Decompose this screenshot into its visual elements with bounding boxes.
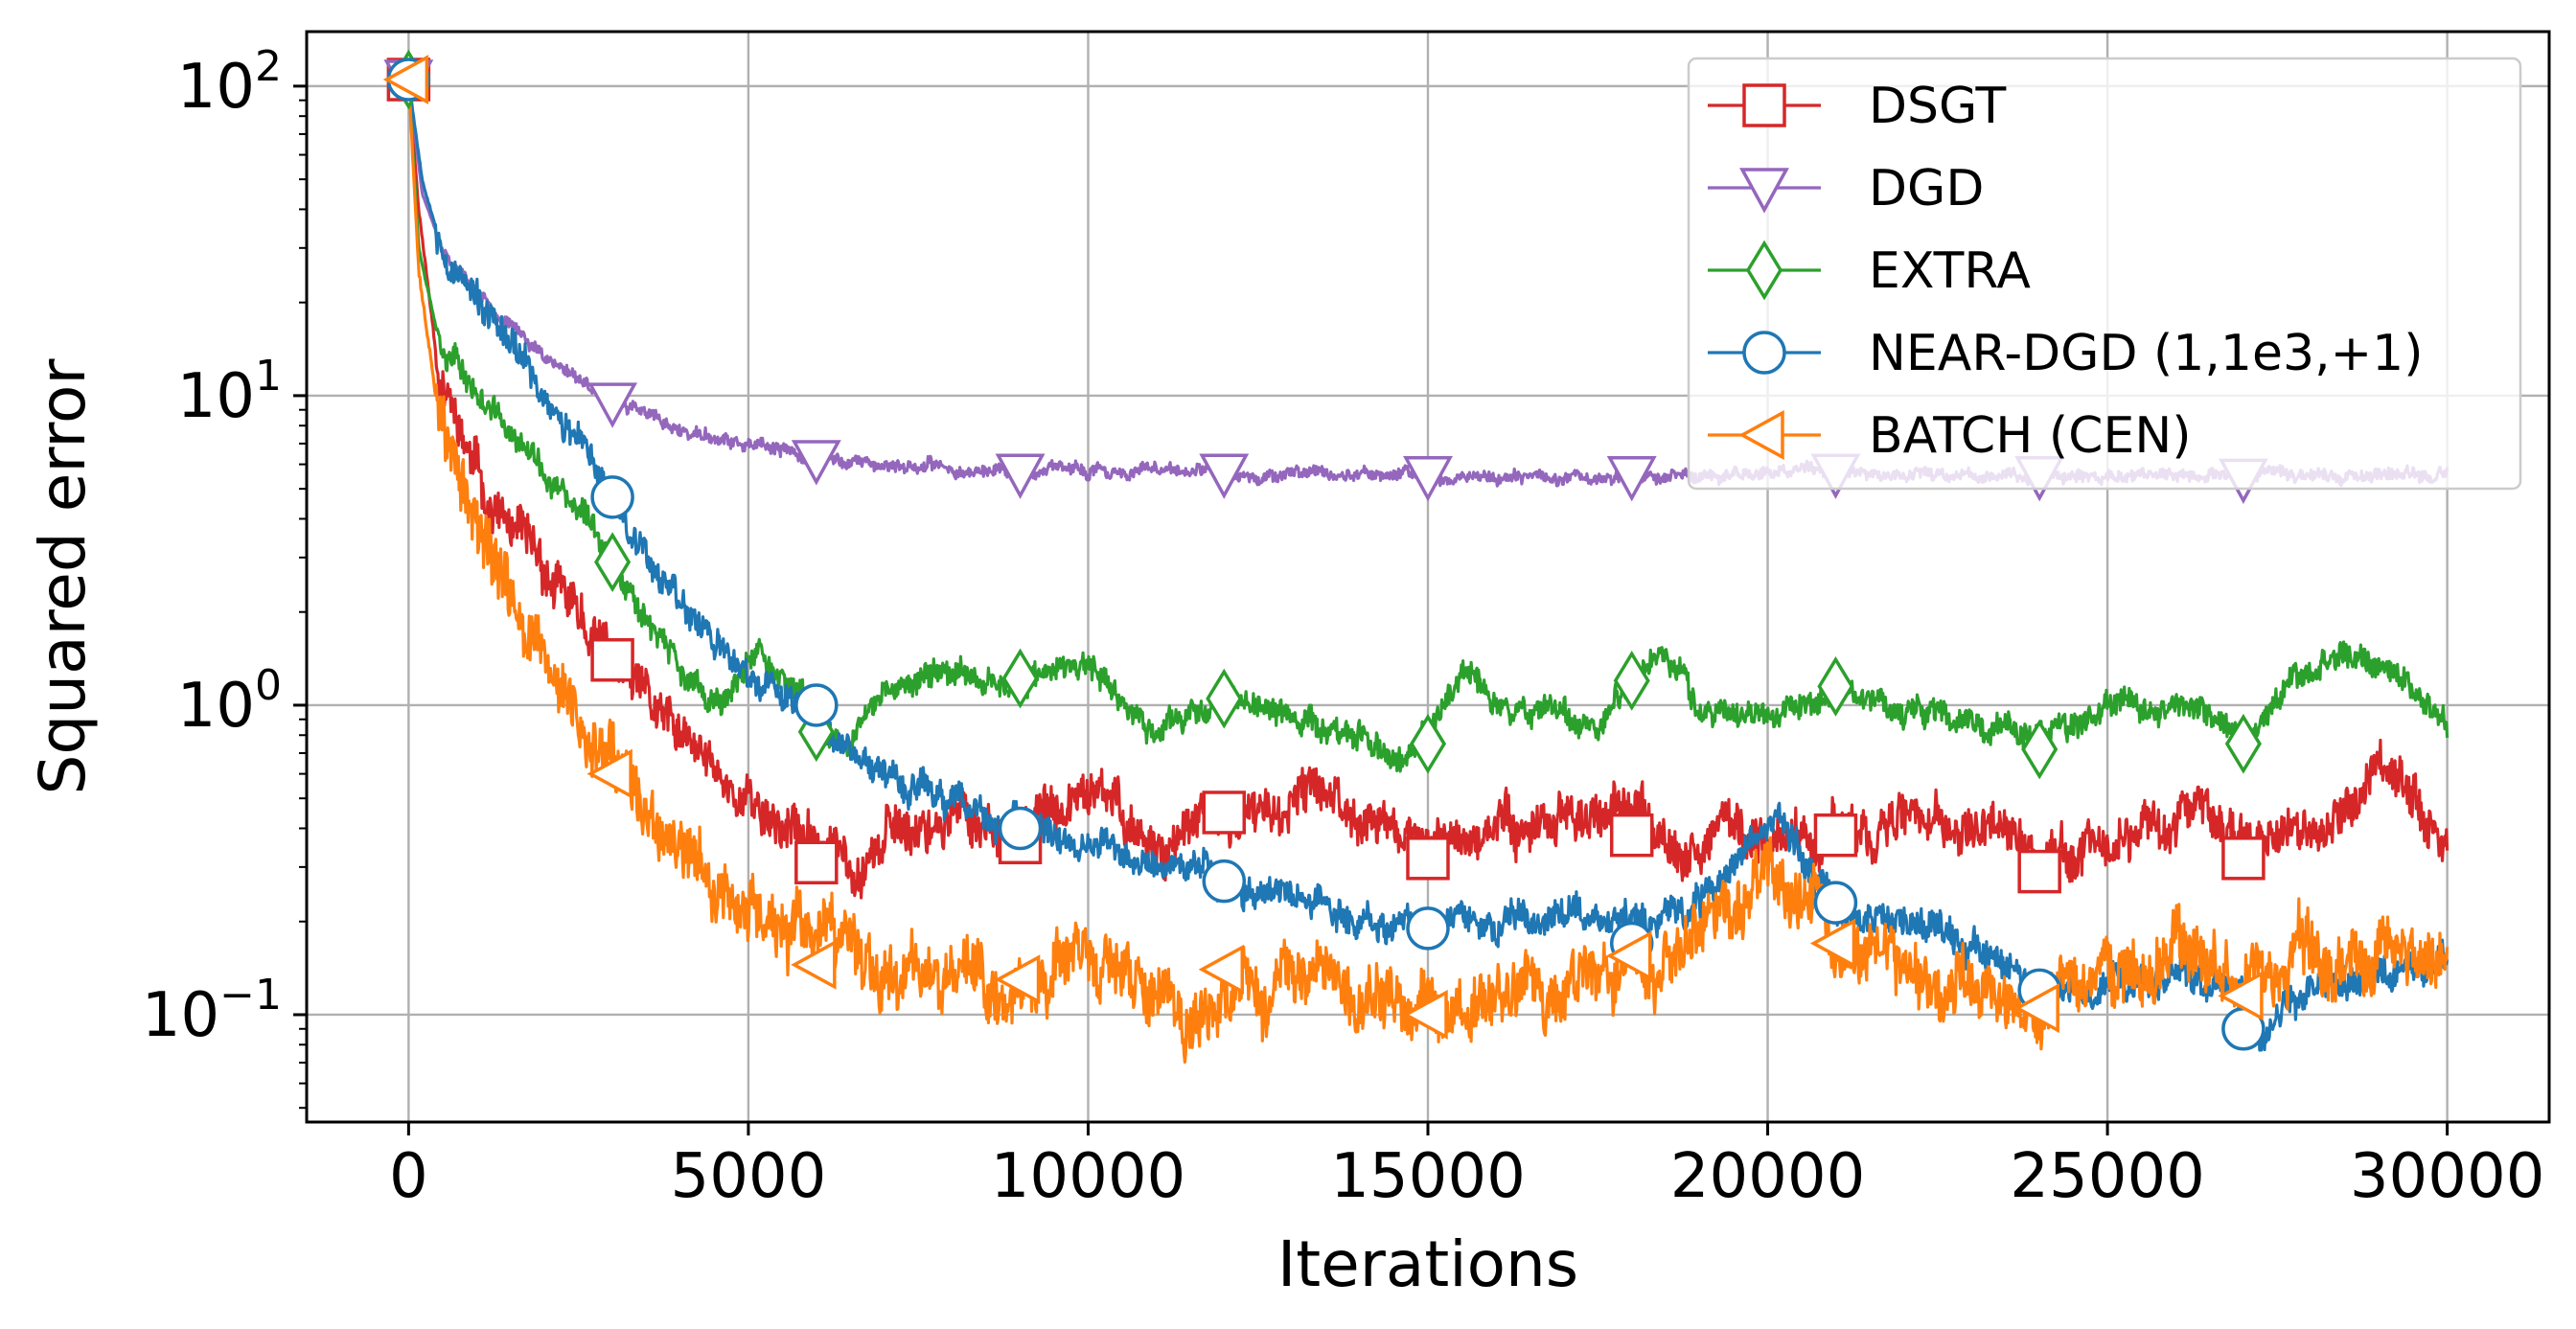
series-4-marker-8	[2013, 983, 2059, 1034]
series-4-marker-1	[586, 748, 632, 799]
y-axis: 102 101 100 10−1	[142, 42, 307, 1051]
series-0-marker-2	[794, 840, 839, 885]
series-2-marker-3	[1001, 648, 1039, 709]
series-0-marker-4	[1202, 791, 1247, 835]
x-axis-label: Iterations	[1277, 1227, 1578, 1301]
series-0-marker-7	[1813, 813, 1858, 858]
series-2-marker-1	[594, 532, 632, 592]
series-4-marker-3	[994, 954, 1041, 1005]
legend-label-2: EXTRA	[1869, 242, 2031, 300]
series-0-marker-6	[1609, 813, 1654, 858]
series-2-marker-5	[1409, 713, 1447, 774]
legend-label-1: DGD	[1869, 160, 1984, 218]
legend-label-4: BATCH (CEN)	[1869, 407, 2192, 465]
x-tick-label: 25000	[2010, 1141, 2205, 1212]
y-axis-label: Squared error	[26, 358, 100, 795]
series-2-marker-8	[2021, 719, 2058, 780]
series-1-marker-4	[1199, 453, 1250, 499]
legend-marker-3	[1742, 331, 1786, 375]
series-3-marker-7	[1813, 881, 1858, 925]
series-2-marker-4	[1206, 668, 1243, 729]
legend-marker-4	[1738, 410, 1784, 460]
series-4-marker-6	[1606, 930, 1652, 981]
legend-marker-1	[1739, 168, 1789, 214]
series-3-marker-5	[1406, 906, 1450, 951]
y-tick-label: 102	[177, 42, 282, 123]
legend: DSGT DGD EXTRA NEAR-DGD (1,1e3,+1) BATCH (CE…	[1687, 57, 2522, 491]
series-0-marker-8	[2017, 849, 2061, 894]
series-4-marker-2	[791, 939, 837, 990]
x-tick-label: 10000	[991, 1141, 1186, 1212]
series-line-0	[406, 80, 2450, 900]
y-tick-label: 10−1	[142, 971, 282, 1051]
x-tick-label: 0	[389, 1141, 428, 1212]
y-tick-label: 101	[177, 352, 282, 432]
series-1-marker-6	[1606, 456, 1657, 502]
series-0-marker-9	[2221, 836, 2266, 881]
series-1-marker-2	[791, 440, 841, 486]
legend-marker-2	[1745, 240, 1783, 301]
series-3-marker-4	[1202, 859, 1247, 904]
series-markers	[382, 49, 2268, 1051]
legend-label-0: DSGT	[1869, 78, 2006, 135]
series-3-marker-3	[998, 806, 1043, 851]
series-4-marker-7	[1809, 918, 1856, 969]
series-3-marker-2	[794, 683, 839, 727]
series-1-marker-5	[1403, 456, 1453, 502]
series-3-marker-1	[590, 475, 634, 519]
x-axis: 0 5000 10000 15000 20000 25000 30000	[389, 1122, 2544, 1212]
series-4-marker-5	[1402, 990, 1448, 1040]
series-2-marker-9	[2224, 713, 2262, 774]
series-1-marker-1	[587, 382, 638, 428]
series-4-marker-4	[1198, 944, 1245, 995]
series-0-marker-5	[1406, 836, 1450, 881]
series-4-marker-9	[2218, 971, 2264, 1021]
x-tick-label: 15000	[1330, 1141, 1526, 1212]
series-1-marker-3	[995, 453, 1046, 499]
series-0-marker-1	[590, 637, 634, 682]
series-line-4	[406, 79, 2450, 1065]
series-4-marker-0	[382, 55, 429, 104]
legend-label-3: NEAR-DGD (1,1e3,+1)	[1869, 325, 2424, 382]
legend-marker-0	[1742, 83, 1786, 127]
series-2-marker-7	[1817, 655, 1854, 717]
x-tick-label: 5000	[670, 1141, 826, 1212]
y-tick-label: 100	[177, 661, 282, 742]
legend-box	[1687, 57, 2522, 491]
series-2-marker-6	[1613, 650, 1650, 711]
x-tick-label: 20000	[1670, 1141, 1866, 1212]
x-tick-label: 30000	[2350, 1141, 2545, 1212]
